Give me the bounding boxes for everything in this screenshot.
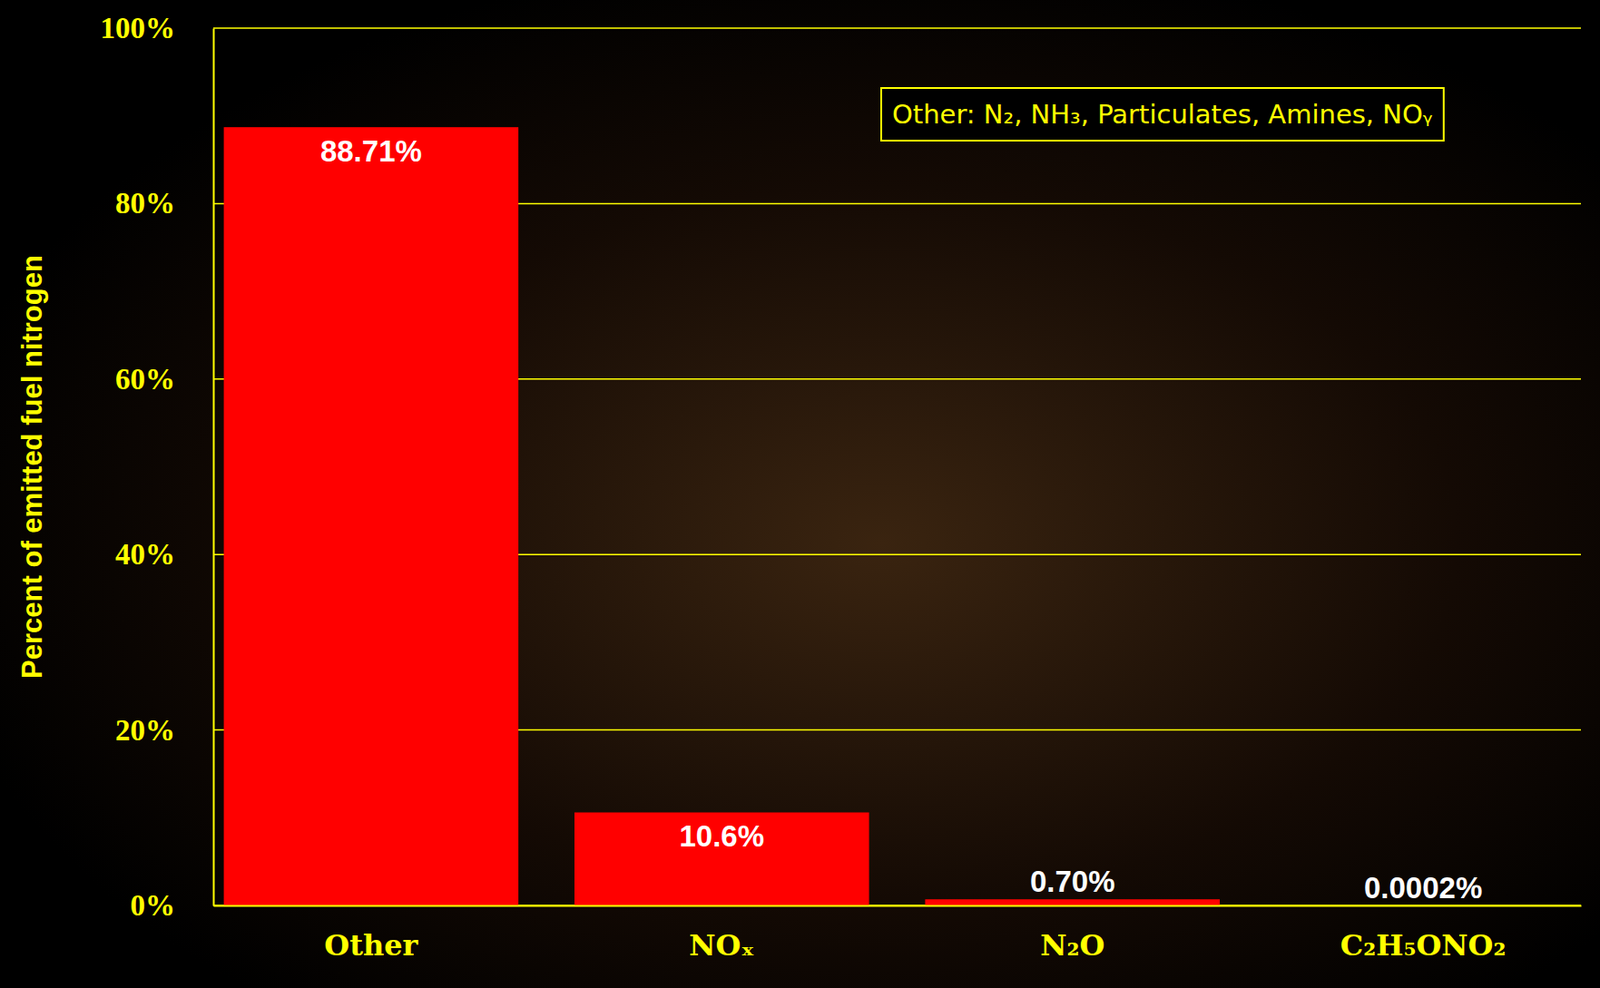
- y-axis-title: Percent of emitted fuel nitrogen: [16, 255, 49, 679]
- y-tick: 0%: [130, 889, 215, 923]
- chart: 0% 20% 40% 60% 80% 100% Other NOₓ N₂O C₂H₅ONO₂ 88.…: [0, 0, 1600, 988]
- x-tick: C₂H₅ONO₂: [1340, 905, 1507, 963]
- y-tick: 60%: [115, 363, 214, 396]
- x-tick-label: N₂O: [1040, 928, 1105, 963]
- annotation: Other: N₂, NH₃, Particulates, Amines, NO…: [881, 88, 1444, 141]
- y-tick: 20%: [115, 714, 214, 747]
- x-axis-line: [214, 905, 1582, 908]
- y-tick-label: 60%: [115, 363, 176, 396]
- y-tick: 100%: [100, 11, 215, 45]
- grid-line: [213, 27, 1581, 30]
- data-label: 88.71%: [320, 134, 423, 168]
- grid: [213, 28, 1581, 906]
- x-tick: N₂O: [1040, 905, 1105, 963]
- annotation-text: Other: N₂, NH₃, Particulates, Amines, NO…: [892, 98, 1434, 130]
- y-tick-label: 20%: [115, 714, 176, 747]
- y-tick-label: 0%: [130, 889, 177, 923]
- x-tick-label: Other: [323, 928, 419, 963]
- x-tick: NOₓ: [688, 905, 755, 963]
- y-tick-label: 80%: [115, 186, 176, 220]
- bars: [224, 127, 1571, 906]
- data-label: 0.0002%: [1364, 871, 1483, 905]
- data-label: 10.6%: [679, 819, 766, 854]
- y-axis: 0% 20% 40% 60% 80% 100%: [100, 11, 215, 923]
- x-axis: Other NOₓ N₂O C₂H₅ONO₂: [214, 905, 1582, 963]
- annotation-ground: [881, 88, 1444, 141]
- annotation-box: [881, 88, 1444, 141]
- data-label: 0.70%: [1030, 864, 1116, 899]
- y-tick-label: 40%: [115, 538, 176, 571]
- bar: [574, 812, 870, 906]
- bar: [924, 899, 1220, 906]
- y-axis-line: [213, 29, 216, 907]
- x-tick: Other: [323, 905, 419, 963]
- y-tick: 80%: [115, 186, 214, 220]
- y-tick-label: 100%: [100, 11, 177, 45]
- data-labels: 88.71% 10.6% 0.70% 0.0002%: [320, 134, 1483, 905]
- x-tick-label: C₂H₅ONO₂: [1340, 928, 1507, 963]
- bar: [224, 127, 520, 906]
- background: [0, 0, 1600, 988]
- y-tick: 40%: [115, 538, 214, 571]
- x-tick-label: NOₓ: [688, 928, 755, 963]
